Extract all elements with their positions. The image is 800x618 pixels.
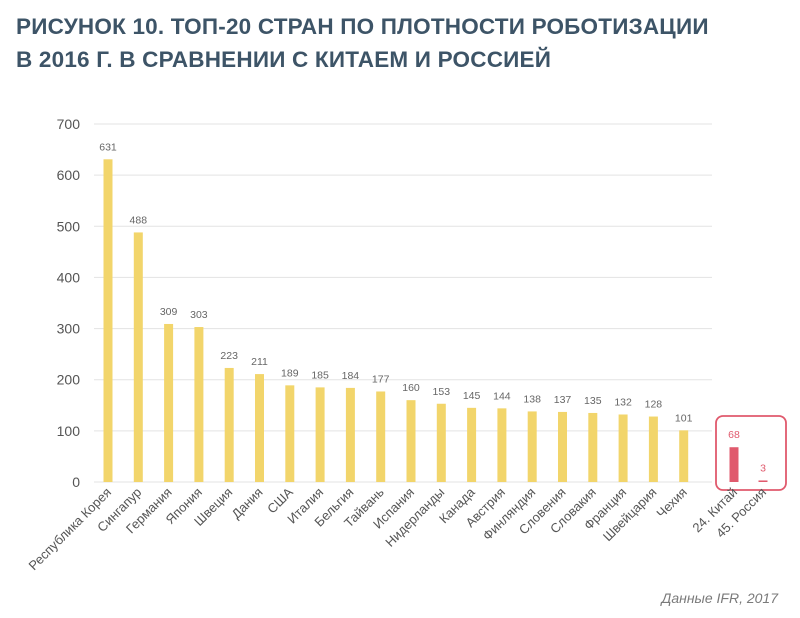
- bar: [558, 411, 567, 482]
- value-label: 309: [160, 306, 178, 318]
- category-label: Дания: [228, 485, 265, 522]
- value-label: 184: [342, 370, 360, 382]
- y-tick-label: 200: [57, 372, 81, 388]
- chart-title-line-2: В 2016 Г. В СРАВНЕНИИ С КИТАЕМ И РОССИЕЙ: [16, 47, 552, 72]
- bar: [436, 403, 446, 482]
- bar: [497, 408, 507, 482]
- value-label: 153: [433, 386, 451, 398]
- bar: [164, 323, 174, 482]
- value-label: 68: [728, 429, 740, 441]
- value-label: 128: [645, 399, 663, 411]
- value-label: 145: [463, 390, 481, 402]
- value-label: 138: [523, 393, 541, 405]
- value-label: 189: [281, 367, 299, 379]
- chart-title-line-1: РИСУНОК 10. ТОП-20 СТРАН ПО ПЛОТНОСТИ РО…: [16, 14, 709, 39]
- y-tick-label: 400: [57, 269, 81, 285]
- bar: [376, 391, 386, 482]
- value-label: 3: [760, 462, 766, 474]
- value-label: 137: [554, 394, 572, 406]
- bar: [588, 412, 598, 482]
- bar: [133, 232, 143, 482]
- bar: [527, 411, 537, 482]
- bar: [255, 374, 264, 482]
- value-label: 223: [220, 350, 238, 362]
- value-label: 177: [372, 373, 390, 385]
- source-note: Данные IFR, 2017: [661, 590, 778, 606]
- bar: [467, 407, 477, 482]
- y-tick-label: 500: [57, 218, 81, 234]
- highlight-box: [715, 415, 787, 491]
- bar: [103, 159, 113, 482]
- value-label: 135: [584, 395, 602, 407]
- category-label: Чехия: [653, 485, 689, 521]
- bar: [406, 400, 416, 482]
- value-label: 303: [190, 309, 208, 321]
- value-label: 185: [311, 369, 329, 381]
- bar: [285, 385, 295, 482]
- value-label: 132: [614, 396, 632, 408]
- value-label: 211: [251, 356, 268, 368]
- y-tick-label: 600: [57, 167, 81, 183]
- value-label: 488: [130, 214, 148, 226]
- bar: [648, 416, 658, 482]
- y-tick-label: 100: [57, 423, 81, 439]
- value-label: 160: [402, 382, 420, 394]
- value-label: 631: [99, 141, 117, 153]
- bar: [315, 387, 325, 482]
- value-label: 144: [493, 390, 511, 402]
- bar: [194, 327, 204, 482]
- chart-title: РИСУНОК 10. ТОП-20 СТРАН ПО ПЛОТНОСТИ РО…: [16, 10, 786, 76]
- bar: [618, 414, 628, 482]
- bar: [224, 367, 234, 482]
- bar: [729, 447, 739, 482]
- y-tick-label: 0: [72, 474, 80, 490]
- bar: [679, 430, 689, 482]
- value-label: 101: [675, 412, 693, 424]
- y-tick-label: 300: [57, 321, 81, 337]
- y-tick-label: 700: [57, 116, 81, 132]
- bar: [758, 480, 768, 482]
- bar: [345, 387, 355, 482]
